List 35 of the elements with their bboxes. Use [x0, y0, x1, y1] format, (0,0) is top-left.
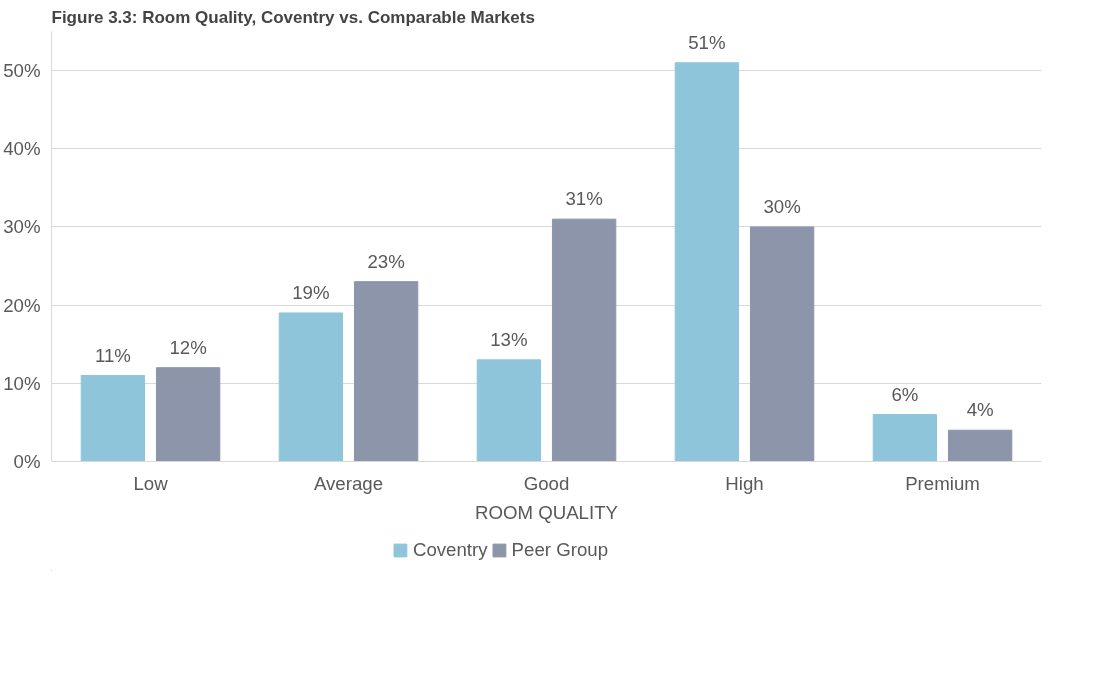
- data-label: 19%: [292, 281, 330, 303]
- x-tick-label: Good: [523, 472, 570, 494]
- chart-title: Figure 3.3: Room Quality, Coventry vs. Comparable Markets: [51, 7, 535, 27]
- x-tick-label: Premium: [905, 472, 980, 494]
- y-tick-label: 0%: [13, 451, 41, 472]
- bar: [551, 218, 617, 462]
- x-tick-label: High: [725, 472, 764, 494]
- data-label: 6%: [891, 383, 919, 405]
- y-tick-label: 10%: [3, 372, 41, 394]
- data-label: 23%: [367, 250, 405, 272]
- data-label: 11%: [94, 344, 131, 366]
- bar: [674, 62, 740, 462]
- data-label: 12%: [169, 336, 207, 358]
- bar: [872, 414, 938, 462]
- legend-label: Peer Group: [511, 539, 609, 561]
- x-axis-title: ROOM QUALITY: [474, 501, 619, 523]
- y-tick-label: 30%: [3, 216, 41, 238]
- data-label: 31%: [565, 188, 603, 210]
- y-tick-label: 20%: [3, 294, 41, 316]
- x-tick-label: Low: [133, 472, 169, 494]
- y-tick-label: 40%: [3, 138, 41, 160]
- legend-label: Coventry: [412, 539, 488, 561]
- bar: [353, 281, 419, 462]
- data-label: 51%: [688, 31, 726, 53]
- data-label: 4%: [966, 399, 994, 421]
- data-label: 30%: [763, 195, 801, 217]
- y-tick-label: 50%: [3, 60, 41, 82]
- bar: [476, 359, 542, 462]
- x-tick-label: Average: [313, 472, 384, 494]
- bar: [278, 312, 344, 462]
- bar: [155, 367, 221, 462]
- bar: [947, 429, 1013, 462]
- bar: [80, 375, 146, 462]
- bar: [749, 226, 815, 462]
- data-label: 13%: [490, 328, 528, 350]
